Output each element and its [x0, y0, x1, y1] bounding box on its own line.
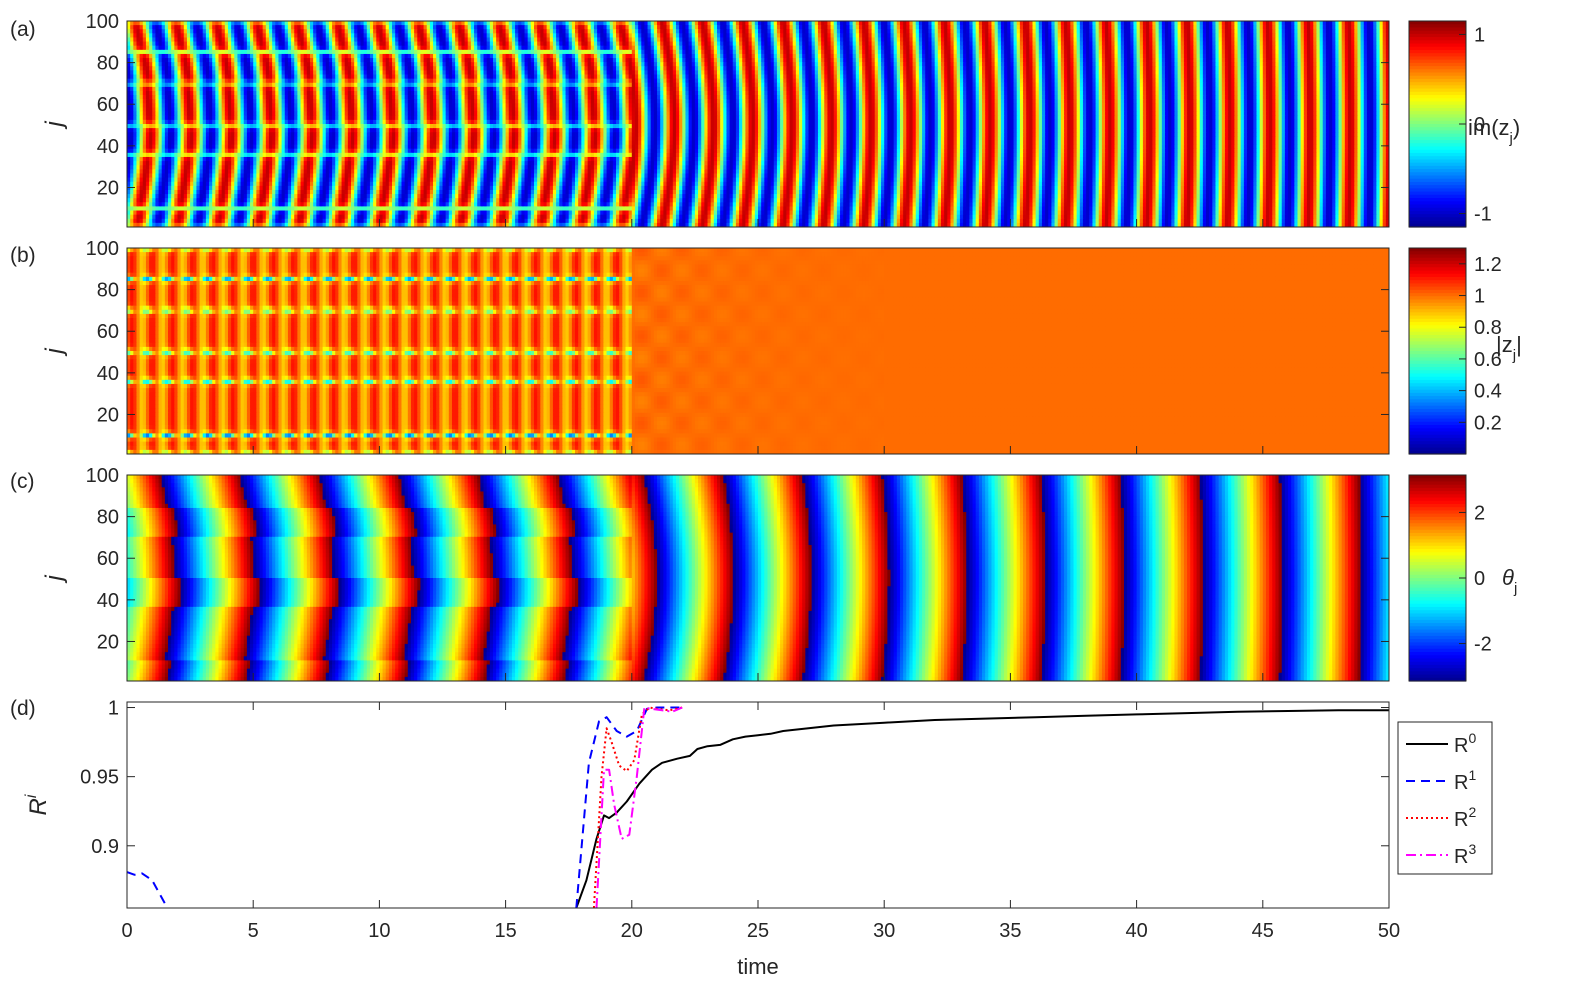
panel-label-a: (a)	[10, 18, 36, 41]
ylabel-a: j	[41, 121, 68, 130]
heatmap-a	[127, 21, 1390, 228]
